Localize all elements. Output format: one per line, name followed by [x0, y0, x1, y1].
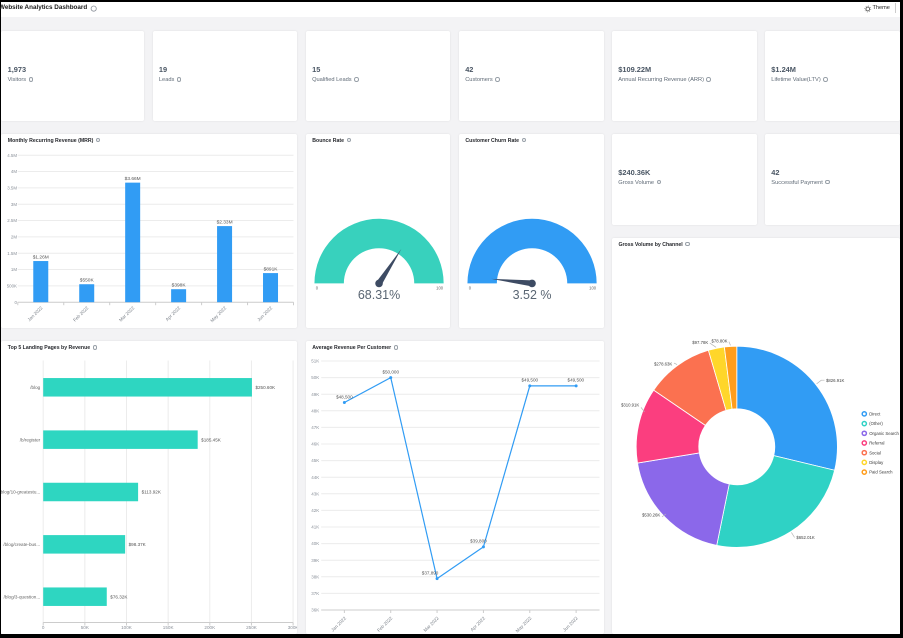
svg-text:$530.26K: $530.26K: [642, 512, 660, 517]
svg-text:1M: 1M: [11, 267, 17, 272]
svg-text:$48,500: $48,500: [336, 395, 353, 400]
svg-text:Organic Search: Organic Search: [869, 430, 899, 435]
svg-text:0: 0: [469, 285, 472, 290]
svg-text:Mar 2022: Mar 2022: [422, 616, 440, 634]
svg-text:/blog: /blog: [31, 385, 41, 390]
svg-text:44K: 44K: [311, 475, 319, 480]
svg-text:$37,890: $37,890: [422, 571, 439, 576]
svg-text:49K: 49K: [311, 392, 319, 397]
svg-text:38K: 38K: [311, 575, 319, 580]
svg-text:100K: 100K: [121, 625, 133, 630]
svg-text:$550K: $550K: [80, 278, 95, 284]
svg-text:/blog/10-greatestu...: /blog/10-greatestu...: [1, 490, 40, 495]
svg-text:Direct: Direct: [869, 411, 881, 416]
svg-text:41K: 41K: [311, 525, 319, 530]
svg-text:68.31%: 68.31%: [358, 288, 400, 302]
svg-text:$78.80K: $78.80K: [712, 338, 728, 343]
svg-text:50K: 50K: [311, 375, 319, 380]
svg-text:$891K: $891K: [264, 266, 279, 272]
svg-text:$76.32K: $76.32K: [111, 595, 129, 600]
svg-text:$250.60K: $250.60K: [256, 385, 277, 390]
svg-text:39K: 39K: [311, 558, 319, 563]
svg-text:Jun 2022: Jun 2022: [562, 616, 579, 633]
svg-text:200K: 200K: [205, 625, 217, 630]
svg-text:$49,500: $49,500: [567, 378, 584, 383]
svg-text:$652.01K: $652.01K: [796, 535, 814, 540]
svg-text:46K: 46K: [311, 442, 319, 447]
svg-text:$113.92K: $113.92K: [142, 490, 162, 495]
svg-text:Feb 2022: Feb 2022: [376, 616, 394, 634]
svg-text:0: 0: [316, 285, 319, 290]
svg-text:$39,800: $39,800: [470, 539, 487, 544]
svg-text:$1.26M: $1.26M: [33, 254, 49, 260]
svg-text:/blog/create-bus...: /blog/create-bus...: [4, 542, 41, 547]
svg-text:500K: 500K: [7, 283, 17, 288]
svg-text:47K: 47K: [311, 425, 319, 430]
svg-text:37K: 37K: [311, 591, 319, 596]
svg-text:Feb 2022: Feb 2022: [72, 305, 90, 323]
svg-text:Social: Social: [869, 450, 881, 455]
svg-text:Display: Display: [869, 460, 884, 465]
svg-text:42K: 42K: [311, 508, 319, 513]
svg-text:100: 100: [436, 285, 444, 290]
svg-text:36K: 36K: [311, 608, 319, 613]
svg-text:Paid Search: Paid Search: [869, 469, 893, 474]
svg-text:$398K: $398K: [172, 282, 187, 288]
svg-text:4M: 4M: [11, 169, 17, 174]
svg-text:(Other): (Other): [869, 421, 883, 426]
svg-text:2M: 2M: [11, 234, 17, 239]
svg-text:3M: 3M: [11, 202, 17, 207]
svg-text:May 2022: May 2022: [515, 616, 533, 634]
svg-text:/blog/3-question...: /blog/3-question...: [4, 595, 41, 600]
svg-text:2.5M: 2.5M: [8, 218, 18, 223]
svg-text:4.5M: 4.5M: [8, 153, 18, 158]
svg-text:$278.63K: $278.63K: [654, 361, 672, 366]
svg-text:300K: 300K: [288, 625, 297, 630]
svg-text:$49,500: $49,500: [521, 378, 538, 383]
svg-text:$98.37K: $98.37K: [129, 542, 147, 547]
svg-text:$3.66M: $3.66M: [125, 176, 141, 182]
svg-text:51K: 51K: [311, 359, 319, 364]
svg-text:Jan 2022: Jan 2022: [27, 305, 44, 322]
svg-text:250K: 250K: [246, 625, 258, 630]
svg-text:$310.91K: $310.91K: [621, 402, 639, 407]
svg-text:43K: 43K: [311, 492, 319, 497]
svg-text:Apr 2022: Apr 2022: [165, 305, 182, 322]
svg-text:$185.45K: $185.45K: [201, 438, 222, 443]
svg-text:Apr 2022: Apr 2022: [469, 616, 486, 633]
svg-text:Jan 2022: Jan 2022: [330, 616, 347, 633]
svg-text:$826.91K: $826.91K: [826, 377, 844, 382]
svg-text:3.52 %: 3.52 %: [512, 288, 551, 302]
svg-text:May 2022: May 2022: [210, 305, 228, 323]
svg-text:Jun 2022: Jun 2022: [257, 305, 274, 322]
svg-text:50K: 50K: [81, 625, 90, 630]
svg-text:Mar 2022: Mar 2022: [118, 305, 136, 323]
svg-text:40K: 40K: [311, 541, 319, 546]
svg-text:150K: 150K: [163, 625, 175, 630]
svg-text:0: 0: [15, 300, 18, 305]
svg-text:$50,000: $50,000: [382, 370, 399, 375]
svg-text:$2.33M: $2.33M: [217, 219, 233, 225]
svg-text:1.5M: 1.5M: [8, 251, 18, 256]
svg-text:$97.78K: $97.78K: [692, 340, 708, 345]
svg-text:45K: 45K: [311, 458, 319, 463]
svg-text:3.5M: 3.5M: [8, 185, 18, 190]
svg-text:/b/register: /b/register: [20, 438, 41, 443]
svg-text:48K: 48K: [311, 409, 319, 414]
svg-text:Referral: Referral: [869, 440, 884, 445]
svg-text:100: 100: [589, 285, 597, 290]
svg-text:0: 0: [42, 625, 45, 630]
